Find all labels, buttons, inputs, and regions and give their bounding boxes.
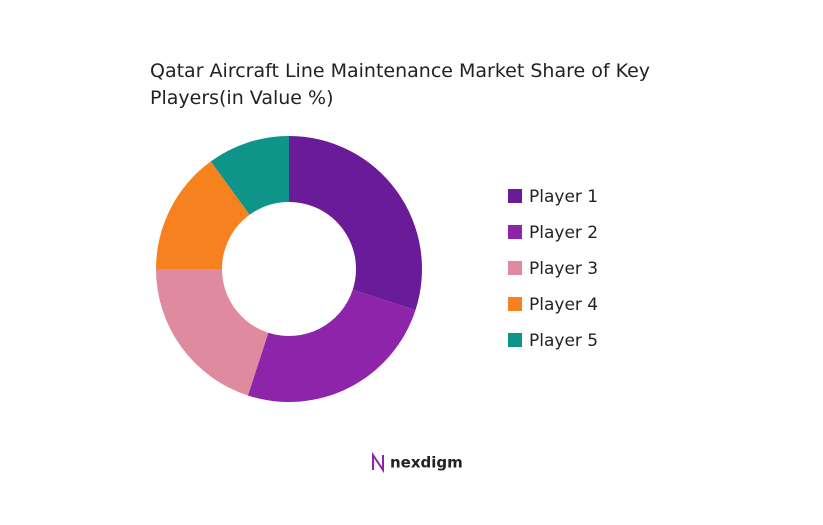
legend-label: Player 3: [529, 259, 598, 279]
legend-swatch: [508, 261, 522, 275]
donut-slice: [156, 161, 250, 269]
donut-slice: [247, 289, 416, 402]
brand: nexdigm: [390, 454, 463, 472]
legend-label: Player 4: [529, 295, 598, 315]
legend-swatch: [508, 297, 522, 311]
donut-slice: [210, 136, 289, 215]
donut-slice: [289, 136, 422, 311]
legend-swatch: [508, 189, 522, 203]
legend-swatch: [508, 225, 522, 239]
legend-label: Player 2: [529, 223, 598, 243]
legend-label: Player 5: [529, 331, 598, 351]
legend-label: Player 1: [529, 187, 598, 207]
logo-icon: [372, 451, 384, 474]
legend-swatch: [508, 333, 522, 347]
chart-title: Qatar Aircraft Line Maintenance Market S…: [150, 60, 651, 109]
donut-slice: [156, 269, 269, 396]
